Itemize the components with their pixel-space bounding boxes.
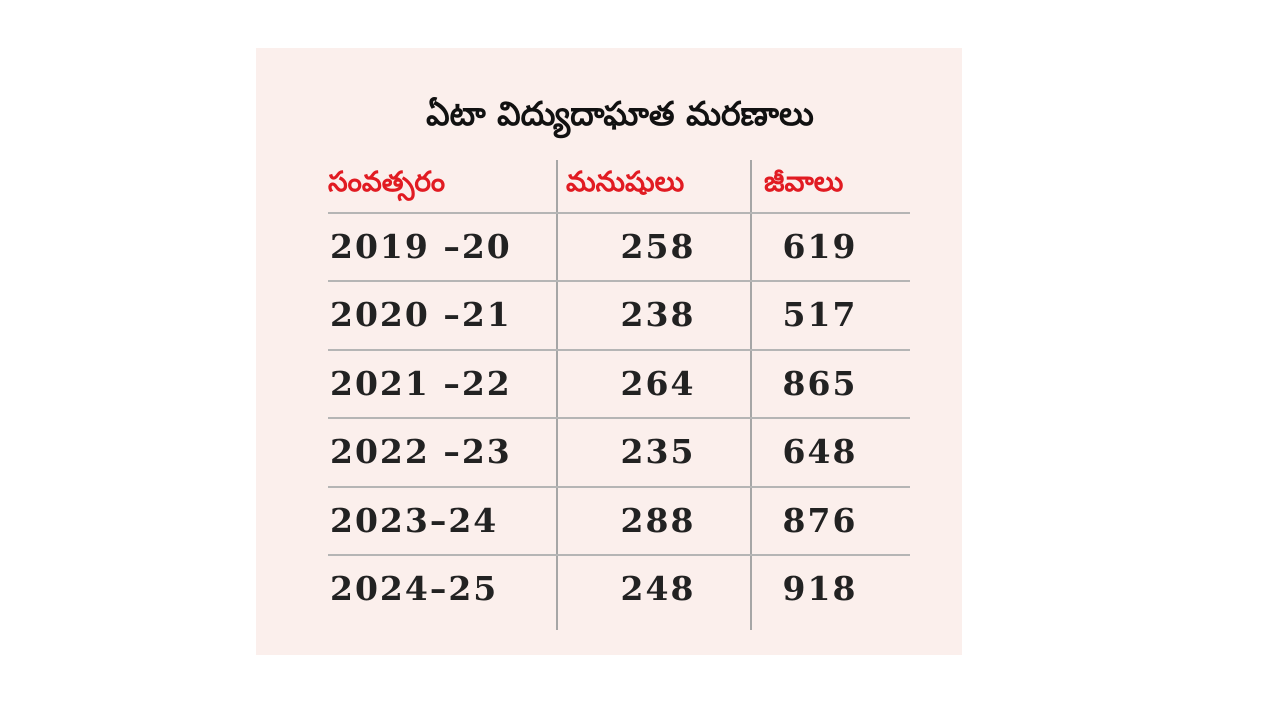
column-header-year: సంవత్సరం	[328, 165, 446, 198]
year-cell: 2020 –21	[330, 295, 512, 334]
animals-cell: 517	[782, 295, 858, 334]
humans-cell: 288	[620, 501, 696, 540]
humans-cell: 264	[620, 364, 696, 403]
table-title: ఏటా విద్యుదాఘాత మరణాలు	[426, 94, 814, 133]
row-divider	[328, 486, 910, 488]
humans-cell: 235	[620, 432, 696, 471]
table-card	[256, 48, 962, 655]
animals-cell: 918	[782, 569, 858, 608]
animals-cell: 619	[782, 227, 858, 266]
animals-cell: 876	[782, 501, 858, 540]
row-divider	[328, 280, 910, 282]
column-header-animals: జీవాలు	[764, 165, 844, 198]
animals-cell: 648	[782, 432, 858, 471]
column-header-humans: మనుషులు	[566, 165, 685, 198]
year-cell: 2019 –20	[330, 227, 512, 266]
animals-cell: 865	[782, 364, 858, 403]
row-divider	[328, 417, 910, 419]
row-divider	[328, 212, 910, 214]
column-divider	[750, 160, 752, 630]
year-cell: 2022 –23	[330, 432, 512, 471]
humans-cell: 238	[620, 295, 696, 334]
row-divider	[328, 554, 910, 556]
year-cell: 2024–25	[330, 569, 499, 608]
column-divider	[556, 160, 558, 630]
humans-cell: 248	[620, 569, 696, 608]
row-divider	[328, 349, 910, 351]
humans-cell: 258	[620, 227, 696, 266]
year-cell: 2023–24	[330, 501, 499, 540]
year-cell: 2021 –22	[330, 364, 512, 403]
